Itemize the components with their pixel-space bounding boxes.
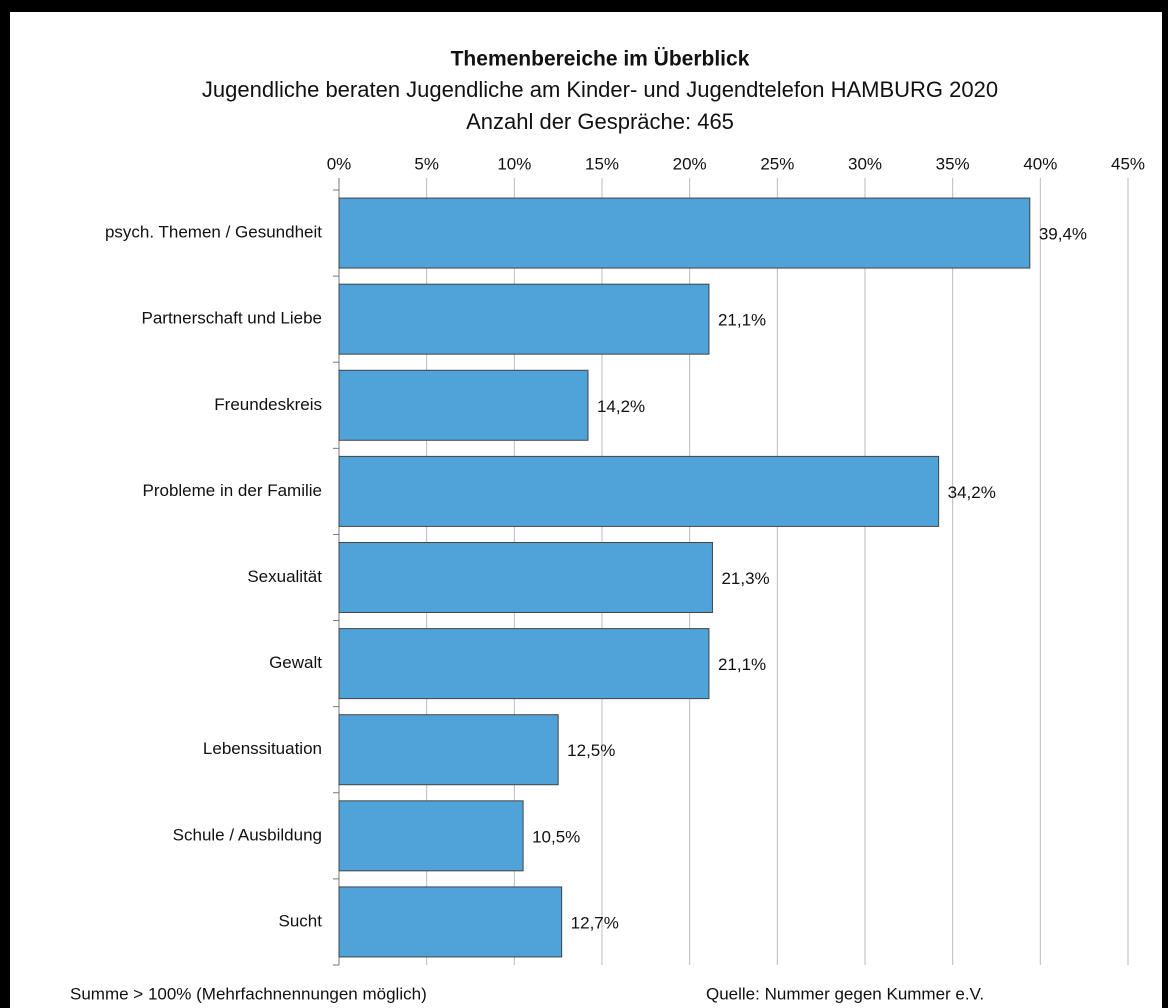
- data-label: 21,1%: [718, 311, 766, 330]
- data-label: 10,5%: [532, 827, 580, 846]
- chart-subtitle: Anzahl der Gespräche: 465: [466, 109, 734, 134]
- y-tick-label: Gewalt: [269, 653, 322, 672]
- y-tick-label: Partnerschaft und Liebe: [141, 309, 322, 328]
- bar: [338, 283, 710, 355]
- y-tick-label: Schule / Ausbildung: [173, 825, 322, 844]
- y-tick-label: Sexualität: [247, 567, 322, 586]
- x-tick-label: 10%: [497, 154, 531, 173]
- data-label: 12,5%: [567, 741, 615, 760]
- y-tick-label: Sucht: [279, 911, 323, 930]
- annotation: Summe > 100% (Mehrfachnennungen möglich): [70, 984, 427, 1003]
- data-label: 21,1%: [718, 655, 766, 674]
- annotation: Quelle: Nummer gegen Kummer e.V.: [706, 984, 984, 1003]
- x-tick-label: 40%: [1023, 154, 1057, 173]
- bar: [338, 800, 524, 872]
- data-label: 12,7%: [571, 913, 619, 932]
- y-tick-label: Probleme in der Familie: [142, 481, 322, 500]
- y-tick-label: psych. Themen / Gesundheit: [105, 223, 322, 242]
- bar: [338, 197, 1031, 269]
- y-tick-label: Lebenssituation: [203, 739, 322, 758]
- x-tick-label: 20%: [673, 154, 707, 173]
- chart-title: Themenbereiche im Überblick: [451, 48, 750, 71]
- bar: [338, 542, 713, 613]
- data-label: 39,4%: [1039, 225, 1087, 244]
- x-tick-label: 30%: [848, 154, 882, 173]
- data-label: 21,3%: [721, 569, 769, 588]
- bar: [338, 455, 940, 527]
- x-tick-label: 15%: [585, 154, 619, 173]
- bar: [338, 628, 710, 700]
- bar: [338, 714, 559, 786]
- chart-subtitle: Jugendliche beraten Jugendliche am Kinde…: [202, 77, 998, 102]
- x-tick-label: 5%: [414, 154, 439, 173]
- x-tick-label: 25%: [760, 154, 794, 173]
- x-tick-label: 45%: [1111, 154, 1145, 173]
- data-label: 14,2%: [597, 397, 645, 416]
- bar: [338, 886, 563, 958]
- x-tick-label: 0%: [327, 154, 352, 173]
- y-tick-label: Freundeskreis: [214, 395, 322, 414]
- data-label: 34,2%: [948, 483, 996, 502]
- bar: [338, 369, 589, 441]
- x-tick-label: 35%: [936, 154, 970, 173]
